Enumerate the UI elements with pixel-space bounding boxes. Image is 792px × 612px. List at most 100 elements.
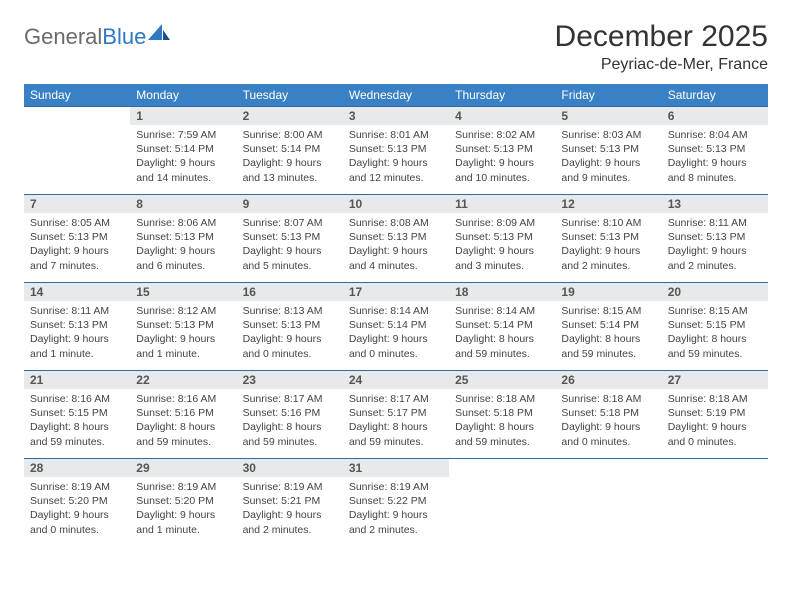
- daylight-text: Daylight: 9 hours and 8 minutes.: [668, 156, 762, 184]
- weekday-heading: Friday: [555, 84, 661, 107]
- calendar-day-cell: [449, 459, 555, 547]
- calendar-day-cell: 11Sunrise: 8:09 AMSunset: 5:13 PMDayligh…: [449, 195, 555, 283]
- calendar-day-cell: 14Sunrise: 8:11 AMSunset: 5:13 PMDayligh…: [24, 283, 130, 371]
- day-body: Sunrise: 8:04 AMSunset: 5:13 PMDaylight:…: [662, 125, 768, 191]
- day-body: Sunrise: 8:19 AMSunset: 5:20 PMDaylight:…: [24, 477, 130, 543]
- weekday-heading: Wednesday: [343, 84, 449, 107]
- sunrise-text: Sunrise: 8:10 AM: [561, 216, 655, 230]
- day-body: Sunrise: 8:18 AMSunset: 5:18 PMDaylight:…: [555, 389, 661, 455]
- daylight-text: Daylight: 9 hours and 1 minute.: [136, 332, 230, 360]
- sunset-text: Sunset: 5:13 PM: [30, 318, 124, 332]
- calendar-day-cell: 21Sunrise: 8:16 AMSunset: 5:15 PMDayligh…: [24, 371, 130, 459]
- sunrise-text: Sunrise: 8:14 AM: [455, 304, 549, 318]
- sunrise-text: Sunrise: 8:18 AM: [455, 392, 549, 406]
- day-body: Sunrise: 8:05 AMSunset: 5:13 PMDaylight:…: [24, 213, 130, 279]
- daylight-text: Daylight: 8 hours and 59 minutes.: [243, 420, 337, 448]
- day-number: 11: [449, 195, 555, 213]
- day-number: 9: [237, 195, 343, 213]
- sunset-text: Sunset: 5:13 PM: [455, 230, 549, 244]
- daylight-text: Daylight: 8 hours and 59 minutes.: [455, 332, 549, 360]
- day-body: Sunrise: 8:19 AMSunset: 5:22 PMDaylight:…: [343, 477, 449, 543]
- calendar-table: Sunday Monday Tuesday Wednesday Thursday…: [24, 84, 768, 547]
- day-body: Sunrise: 8:01 AMSunset: 5:13 PMDaylight:…: [343, 125, 449, 191]
- daylight-text: Daylight: 8 hours and 59 minutes.: [668, 332, 762, 360]
- calendar-day-cell: 22Sunrise: 8:16 AMSunset: 5:16 PMDayligh…: [130, 371, 236, 459]
- day-body: Sunrise: 8:18 AMSunset: 5:19 PMDaylight:…: [662, 389, 768, 455]
- daylight-text: Daylight: 9 hours and 2 minutes.: [561, 244, 655, 272]
- sunrise-text: Sunrise: 8:00 AM: [243, 128, 337, 142]
- sunrise-text: Sunrise: 8:05 AM: [30, 216, 124, 230]
- calendar-day-cell: 10Sunrise: 8:08 AMSunset: 5:13 PMDayligh…: [343, 195, 449, 283]
- sunset-text: Sunset: 5:13 PM: [455, 142, 549, 156]
- sunset-text: Sunset: 5:14 PM: [243, 142, 337, 156]
- sunset-text: Sunset: 5:20 PM: [30, 494, 124, 508]
- calendar-day-cell: 6Sunrise: 8:04 AMSunset: 5:13 PMDaylight…: [662, 107, 768, 195]
- day-number: 16: [237, 283, 343, 301]
- sunrise-text: Sunrise: 8:18 AM: [668, 392, 762, 406]
- day-body: Sunrise: 8:06 AMSunset: 5:13 PMDaylight:…: [130, 213, 236, 279]
- calendar-day-cell: 16Sunrise: 8:13 AMSunset: 5:13 PMDayligh…: [237, 283, 343, 371]
- sunrise-text: Sunrise: 8:14 AM: [349, 304, 443, 318]
- weekday-heading: Monday: [130, 84, 236, 107]
- sunset-text: Sunset: 5:13 PM: [136, 318, 230, 332]
- daylight-text: Daylight: 9 hours and 9 minutes.: [561, 156, 655, 184]
- sunset-text: Sunset: 5:13 PM: [668, 230, 762, 244]
- daylight-text: Daylight: 9 hours and 0 minutes.: [30, 508, 124, 536]
- day-number: 21: [24, 371, 130, 389]
- daylight-text: Daylight: 9 hours and 1 minute.: [136, 508, 230, 536]
- weekday-heading: Saturday: [662, 84, 768, 107]
- sunset-text: Sunset: 5:13 PM: [561, 230, 655, 244]
- calendar-day-cell: [662, 459, 768, 547]
- day-number: 4: [449, 107, 555, 125]
- day-number: 26: [555, 371, 661, 389]
- calendar-day-cell: 17Sunrise: 8:14 AMSunset: 5:14 PMDayligh…: [343, 283, 449, 371]
- sunrise-text: Sunrise: 8:18 AM: [561, 392, 655, 406]
- calendar-week-row: 21Sunrise: 8:16 AMSunset: 5:15 PMDayligh…: [24, 371, 768, 459]
- sunrise-text: Sunrise: 8:15 AM: [561, 304, 655, 318]
- daylight-text: Daylight: 9 hours and 6 minutes.: [136, 244, 230, 272]
- day-number: 22: [130, 371, 236, 389]
- day-number: 30: [237, 459, 343, 477]
- day-number: 8: [130, 195, 236, 213]
- day-body: Sunrise: 8:16 AMSunset: 5:15 PMDaylight:…: [24, 389, 130, 455]
- logo-text-blue: Blue: [102, 24, 146, 50]
- sunrise-text: Sunrise: 8:02 AM: [455, 128, 549, 142]
- daylight-text: Daylight: 9 hours and 14 minutes.: [136, 156, 230, 184]
- sunset-text: Sunset: 5:22 PM: [349, 494, 443, 508]
- sunset-text: Sunset: 5:13 PM: [668, 142, 762, 156]
- day-body: Sunrise: 8:19 AMSunset: 5:20 PMDaylight:…: [130, 477, 236, 543]
- sunrise-text: Sunrise: 8:17 AM: [349, 392, 443, 406]
- day-body: Sunrise: 7:59 AMSunset: 5:14 PMDaylight:…: [130, 125, 236, 191]
- daylight-text: Daylight: 9 hours and 7 minutes.: [30, 244, 124, 272]
- daylight-text: Daylight: 9 hours and 2 minutes.: [349, 508, 443, 536]
- sunrise-text: Sunrise: 8:19 AM: [30, 480, 124, 494]
- title-block: December 2025 Peyriac-de-Mer, France: [555, 20, 768, 74]
- calendar-day-cell: 7Sunrise: 8:05 AMSunset: 5:13 PMDaylight…: [24, 195, 130, 283]
- day-body: Sunrise: 8:16 AMSunset: 5:16 PMDaylight:…: [130, 389, 236, 455]
- day-body: Sunrise: 8:09 AMSunset: 5:13 PMDaylight:…: [449, 213, 555, 279]
- day-number: 27: [662, 371, 768, 389]
- sunrise-text: Sunrise: 8:09 AM: [455, 216, 549, 230]
- day-number: 19: [555, 283, 661, 301]
- weekday-heading: Sunday: [24, 84, 130, 107]
- calendar-day-cell: 1Sunrise: 7:59 AMSunset: 5:14 PMDaylight…: [130, 107, 236, 195]
- daylight-text: Daylight: 8 hours and 59 minutes.: [455, 420, 549, 448]
- day-body: Sunrise: 8:02 AMSunset: 5:13 PMDaylight:…: [449, 125, 555, 191]
- calendar-day-cell: 8Sunrise: 8:06 AMSunset: 5:13 PMDaylight…: [130, 195, 236, 283]
- sunset-text: Sunset: 5:13 PM: [561, 142, 655, 156]
- daylight-text: Daylight: 8 hours and 59 minutes.: [136, 420, 230, 448]
- sunset-text: Sunset: 5:17 PM: [349, 406, 443, 420]
- sunset-text: Sunset: 5:15 PM: [30, 406, 124, 420]
- sunset-text: Sunset: 5:14 PM: [561, 318, 655, 332]
- daylight-text: Daylight: 9 hours and 4 minutes.: [349, 244, 443, 272]
- sunrise-text: Sunrise: 8:19 AM: [243, 480, 337, 494]
- calendar-day-cell: 12Sunrise: 8:10 AMSunset: 5:13 PMDayligh…: [555, 195, 661, 283]
- day-body: Sunrise: 8:10 AMSunset: 5:13 PMDaylight:…: [555, 213, 661, 279]
- daylight-text: Daylight: 9 hours and 12 minutes.: [349, 156, 443, 184]
- sunset-text: Sunset: 5:18 PM: [561, 406, 655, 420]
- day-number: 18: [449, 283, 555, 301]
- day-number: 10: [343, 195, 449, 213]
- calendar-day-cell: 31Sunrise: 8:19 AMSunset: 5:22 PMDayligh…: [343, 459, 449, 547]
- calendar-day-cell: [555, 459, 661, 547]
- daylight-text: Daylight: 9 hours and 0 minutes.: [561, 420, 655, 448]
